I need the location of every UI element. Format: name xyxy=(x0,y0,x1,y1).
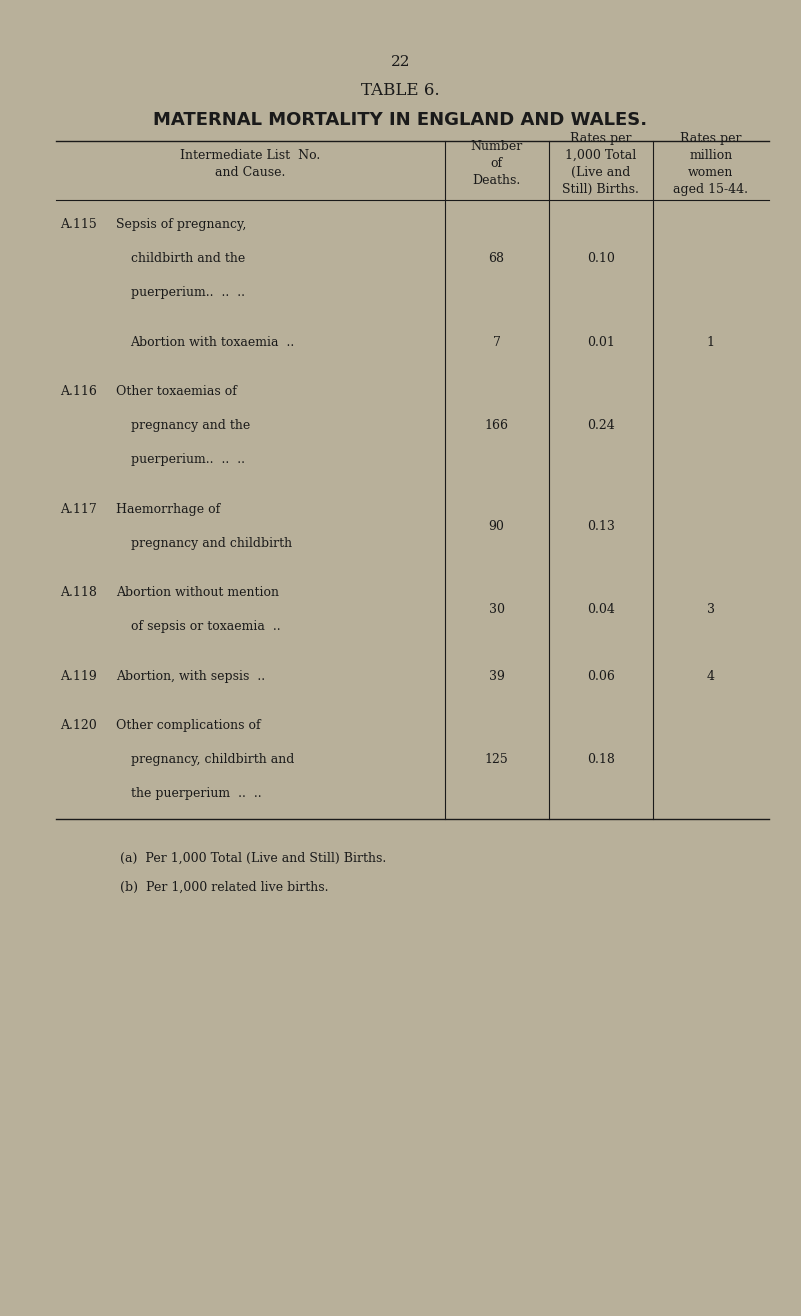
Text: Abortion without mention: Abortion without mention xyxy=(116,586,279,599)
Text: 0.10: 0.10 xyxy=(587,253,614,266)
Text: 22: 22 xyxy=(391,55,410,70)
Text: Number
of
Deaths.: Number of Deaths. xyxy=(470,141,523,187)
Text: 3: 3 xyxy=(707,603,714,616)
Text: Intermediate List  No.
and Cause.: Intermediate List No. and Cause. xyxy=(180,149,320,179)
Text: 0.18: 0.18 xyxy=(587,753,614,766)
Text: pregnancy, childbirth and: pregnancy, childbirth and xyxy=(131,753,294,766)
Text: childbirth and the: childbirth and the xyxy=(131,253,245,266)
Text: 0.06: 0.06 xyxy=(587,670,614,683)
Text: Haemorrhage of: Haemorrhage of xyxy=(116,503,220,516)
Text: 166: 166 xyxy=(485,420,509,433)
Text: A.115: A.115 xyxy=(60,218,97,232)
Text: A.118: A.118 xyxy=(60,586,97,599)
Text: Rates per
million
women
aged 15-44.: Rates per million women aged 15-44. xyxy=(674,132,748,196)
Text: Other toxaemias of: Other toxaemias of xyxy=(116,386,237,399)
Text: 1: 1 xyxy=(707,336,714,349)
Text: of sepsis or toxaemia  ..: of sepsis or toxaemia .. xyxy=(131,620,280,633)
Text: 0.24: 0.24 xyxy=(587,420,614,433)
Text: puerperium..  ..  ..: puerperium.. .. .. xyxy=(131,454,244,466)
Text: A.119: A.119 xyxy=(60,670,97,683)
Text: 4: 4 xyxy=(707,670,714,683)
Text: A.116: A.116 xyxy=(60,386,97,399)
Text: 0.01: 0.01 xyxy=(587,336,614,349)
Text: Abortion with toxaemia  ..: Abortion with toxaemia .. xyxy=(131,336,295,349)
Text: pregnancy and childbirth: pregnancy and childbirth xyxy=(131,537,292,550)
Text: Sepsis of pregnancy,: Sepsis of pregnancy, xyxy=(116,218,247,232)
Text: Rates per
1,000 Total
(Live and
Still) Births.: Rates per 1,000 Total (Live and Still) B… xyxy=(562,132,639,196)
Text: TABLE 6.: TABLE 6. xyxy=(361,82,440,99)
Text: the puerperium  ..  ..: the puerperium .. .. xyxy=(131,787,261,800)
Text: Other complications of: Other complications of xyxy=(116,719,261,732)
Text: pregnancy and the: pregnancy and the xyxy=(131,420,250,433)
Text: Abortion, with sepsis  ..: Abortion, with sepsis .. xyxy=(116,670,265,683)
Text: puerperium..  ..  ..: puerperium.. .. .. xyxy=(131,287,244,300)
Text: (b)  Per 1,000 related live births.: (b) Per 1,000 related live births. xyxy=(120,880,328,894)
Text: A.120: A.120 xyxy=(60,719,97,732)
Text: 0.13: 0.13 xyxy=(587,520,614,533)
Text: 39: 39 xyxy=(489,670,505,683)
Text: 68: 68 xyxy=(489,253,505,266)
Text: 90: 90 xyxy=(489,520,505,533)
Text: 125: 125 xyxy=(485,753,509,766)
Text: A.117: A.117 xyxy=(60,503,97,516)
Text: 30: 30 xyxy=(489,603,505,616)
Text: 0.04: 0.04 xyxy=(587,603,614,616)
Text: MATERNAL MORTALITY IN ENGLAND AND WALES.: MATERNAL MORTALITY IN ENGLAND AND WALES. xyxy=(154,111,647,129)
Text: (a)  Per 1,000 Total (Live and Still) Births.: (a) Per 1,000 Total (Live and Still) Bir… xyxy=(120,851,386,865)
Text: 7: 7 xyxy=(493,336,501,349)
